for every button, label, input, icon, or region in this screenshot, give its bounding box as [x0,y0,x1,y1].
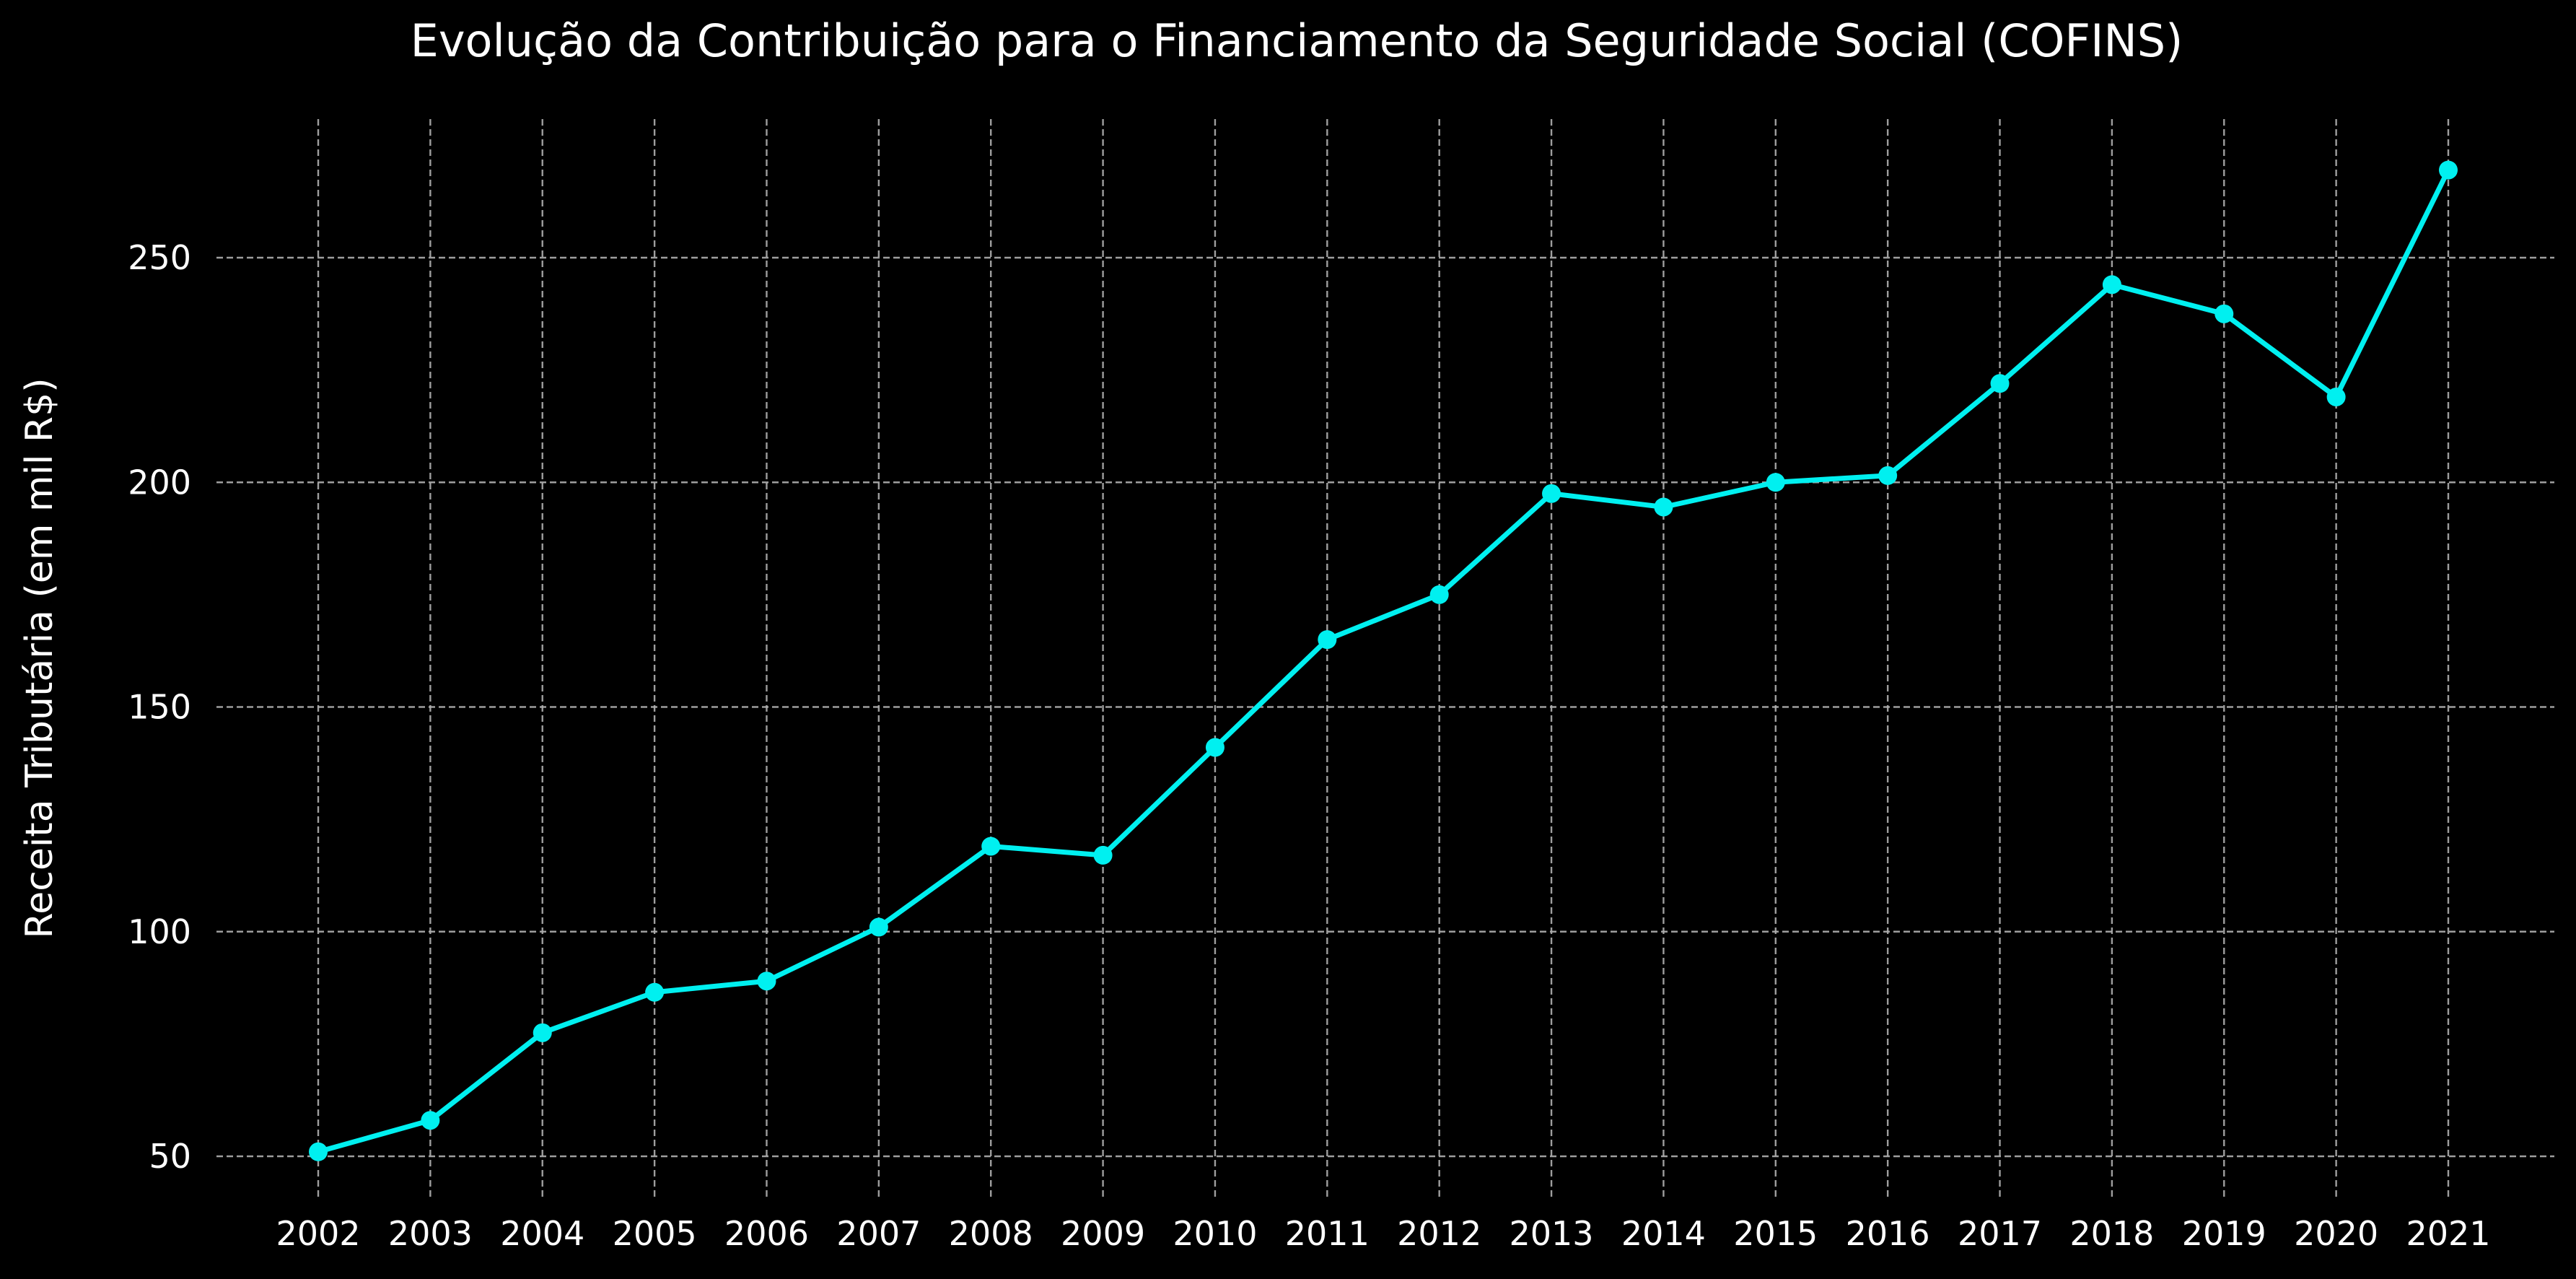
data-point-2011 [1318,630,1337,650]
x-tick-label-2019: 2019 [2182,1214,2266,1253]
y-tick-label-150: 150 [128,688,191,727]
y-gridlines [216,256,2554,1158]
data-point-2006 [757,972,776,991]
x-tick-label-2016: 2016 [1846,1214,1930,1253]
x-tick-label-2021: 2021 [2406,1214,2490,1253]
x-tick-label-2012: 2012 [1397,1214,1481,1253]
data-point-2014 [1654,497,1673,517]
data-point-2020 [2326,387,2346,406]
x-tick-labels: 2002 2003 2004 2005 2006 2007 2008 2009 2010 2011… [276,1214,2490,1253]
y-axis-label: Receita Tributária (em mil R$) [18,377,61,938]
data-point-2009 [1093,845,1113,865]
x-tick-label-2017: 2017 [1958,1214,2042,1253]
x-tick-label-2004: 2004 [500,1214,584,1253]
x-gridlines [317,119,2450,1198]
data-point-2021 [2439,160,2458,180]
data-point-2004 [533,1023,552,1042]
x-tick-label-2014: 2014 [1621,1214,1706,1253]
x-tick-label-2006: 2006 [724,1214,809,1253]
data-point-2010 [1205,738,1225,757]
x-tick-label-2010: 2010 [1173,1214,1257,1253]
data-point-2003 [421,1111,440,1130]
y-tick-label-50: 50 [149,1137,191,1176]
data-point-2002 [309,1142,328,1161]
x-tick-label-2003: 2003 [388,1214,473,1253]
data-point-2008 [981,837,1001,856]
x-tick-label-2009: 2009 [1061,1214,1145,1253]
y-tick-labels: 50 100 150 200 250 [128,238,191,1176]
x-tick-label-2020: 2020 [2294,1214,2378,1253]
series-layer [309,160,2458,1161]
data-point-2013 [1542,484,1561,503]
chart-title: Evolução da Contribuição para o Financia… [411,14,2183,67]
data-point-2012 [1429,585,1449,604]
data-point-2016 [1878,466,1898,485]
x-tick-label-2008: 2008 [949,1214,1033,1253]
y-tick-label-100: 100 [128,912,191,951]
x-tick-label-2018: 2018 [2069,1214,2154,1253]
x-tick-label-2007: 2007 [836,1214,921,1253]
data-point-2018 [2102,275,2121,294]
x-tick-label-2002: 2002 [276,1214,360,1253]
x-tick-label-2013: 2013 [1510,1214,1594,1253]
x-tick-label-2015: 2015 [1733,1214,1818,1253]
x-tick-label-2005: 2005 [613,1214,697,1253]
y-tick-label-250: 250 [128,238,191,277]
y-tick-label-200: 200 [128,463,191,502]
series-line-0 [315,167,2451,1155]
data-point-2015 [1766,473,1785,492]
data-point-2007 [869,917,888,937]
data-point-2019 [2214,304,2234,323]
x-tick-label-2011: 2011 [1285,1214,1370,1253]
data-point-2017 [1990,374,2010,393]
data-point-2005 [645,982,665,1002]
